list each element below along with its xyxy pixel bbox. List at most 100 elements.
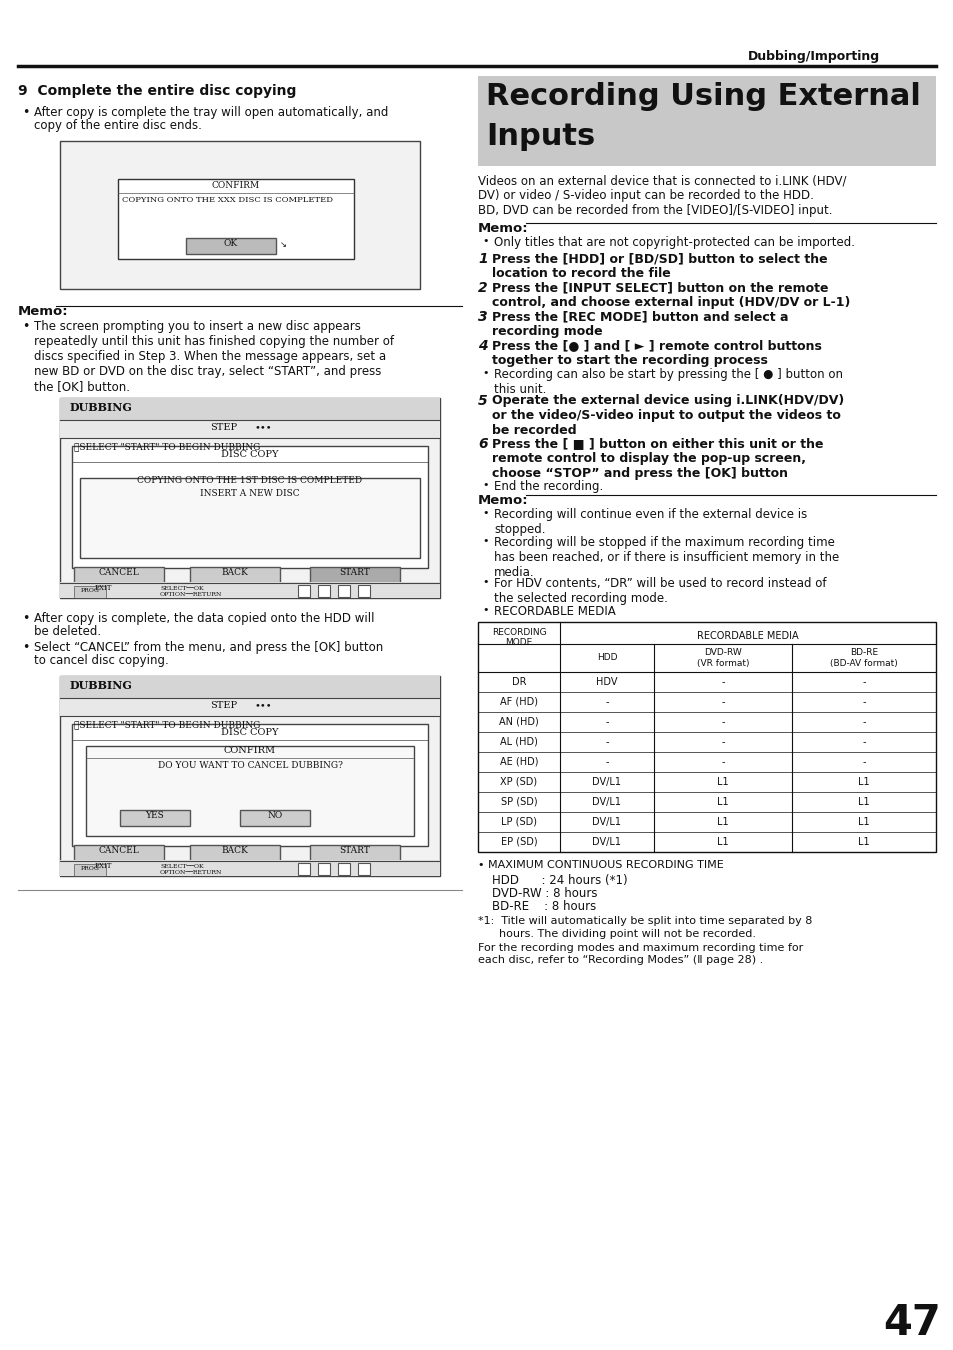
Text: EXIT: EXIT xyxy=(95,585,112,593)
Bar xyxy=(477,622,935,852)
Text: •: • xyxy=(481,369,488,378)
Bar xyxy=(60,582,439,598)
Text: Press the [● ] and [ ► ] remote control buttons
together to start the recording : Press the [● ] and [ ► ] remote control … xyxy=(492,339,821,367)
Text: •: • xyxy=(22,320,30,333)
Text: SELECT──OK: SELECT──OK xyxy=(160,864,203,869)
Text: -: - xyxy=(604,697,608,707)
Text: DISC COPY: DISC COPY xyxy=(221,728,278,737)
Bar xyxy=(60,860,439,876)
Text: 47: 47 xyxy=(882,1301,940,1345)
Text: *1:  Title will automatically be split into time separated by 8: *1: Title will automatically be split in… xyxy=(477,917,812,926)
Text: •: • xyxy=(481,576,488,587)
Text: RECORDABLE MEDIA: RECORDABLE MEDIA xyxy=(494,605,615,618)
Text: Recording will be stopped if the maximum recording time
has been reached, or if : Recording will be stopped if the maximum… xyxy=(494,536,839,579)
Text: For HDV contents, “DR” will be used to record instead of
the selected recording : For HDV contents, “DR” will be used to r… xyxy=(494,576,825,605)
Text: NO: NO xyxy=(267,811,282,819)
Text: DR: DR xyxy=(511,676,526,687)
Text: CONFIRM: CONFIRM xyxy=(224,747,275,755)
Text: Dubbing/Importing: Dubbing/Importing xyxy=(747,50,879,63)
Bar xyxy=(186,238,275,254)
Text: DUBBING: DUBBING xyxy=(70,402,132,413)
Text: Recording Using External: Recording Using External xyxy=(485,82,920,111)
Text: Memo:: Memo: xyxy=(477,494,528,508)
Text: EXIT: EXIT xyxy=(95,863,112,869)
Text: L1: L1 xyxy=(717,796,728,807)
Text: Recording can also be start by pressing the [ ● ] button on
this unit.: Recording can also be start by pressing … xyxy=(494,369,842,396)
Text: ★SELECT "START" TO BEGIN DUBBING: ★SELECT "START" TO BEGIN DUBBING xyxy=(74,720,260,729)
Text: STEP: STEP xyxy=(210,701,237,710)
Text: -: - xyxy=(862,676,864,687)
Text: copy of the entire disc ends.: copy of the entire disc ends. xyxy=(34,119,202,132)
Bar xyxy=(60,140,419,289)
Text: Select “CANCEL” from the menu, and press the [OK] button: Select “CANCEL” from the menu, and press… xyxy=(34,641,383,653)
Text: After copy is complete, the data copied onto the HDD will: After copy is complete, the data copied … xyxy=(34,612,375,625)
Text: -: - xyxy=(604,757,608,767)
Text: CANCEL: CANCEL xyxy=(98,568,139,576)
Bar xyxy=(337,585,350,597)
Bar xyxy=(190,567,280,583)
Text: The screen prompting you to insert a new disc appears
repeatedly until this unit: The screen prompting you to insert a new… xyxy=(34,320,394,393)
Text: COPYING ONTO THE XXX DISC IS COMPLETED: COPYING ONTO THE XXX DISC IS COMPLETED xyxy=(122,196,333,204)
Bar xyxy=(310,567,399,583)
Text: -: - xyxy=(604,737,608,747)
Text: Press the [HDD] or [BD/SD] button to select the
location to record the file: Press the [HDD] or [BD/SD] button to sel… xyxy=(492,252,827,279)
Text: CANCEL: CANCEL xyxy=(98,846,139,855)
Text: DV/L1: DV/L1 xyxy=(592,778,620,787)
Text: Inputs: Inputs xyxy=(485,122,595,151)
Text: •••: ••• xyxy=(254,423,273,432)
Bar xyxy=(240,810,310,826)
Bar xyxy=(297,585,310,597)
Text: INSERT A NEW DISC: INSERT A NEW DISC xyxy=(200,489,299,498)
Text: -: - xyxy=(604,717,608,728)
Text: DUBBING: DUBBING xyxy=(70,680,132,691)
Text: HDD: HDD xyxy=(597,653,617,663)
Text: 4: 4 xyxy=(477,339,487,352)
Bar xyxy=(71,724,428,846)
Text: -: - xyxy=(862,697,864,707)
Text: L1: L1 xyxy=(858,778,869,787)
Text: DVD-RW : 8 hours: DVD-RW : 8 hours xyxy=(492,887,597,900)
Text: Videos on an external device that is connected to i.LINK (HDV/
DV) or video / S-: Videos on an external device that is con… xyxy=(477,174,845,217)
Text: •: • xyxy=(481,605,488,616)
Text: •: • xyxy=(481,481,488,490)
Text: Memo:: Memo: xyxy=(477,221,528,235)
Text: 6: 6 xyxy=(477,437,487,451)
Text: •: • xyxy=(481,536,488,545)
Text: •••: ••• xyxy=(254,701,273,710)
Bar xyxy=(190,845,280,861)
Text: HDD      : 24 hours (*1): HDD : 24 hours (*1) xyxy=(492,873,627,887)
Bar xyxy=(74,567,164,583)
Text: DO YOU WANT TO CANCEL DUBBING?: DO YOU WANT TO CANCEL DUBBING? xyxy=(157,761,342,770)
Text: to cancel disc copying.: to cancel disc copying. xyxy=(34,653,169,667)
Text: •: • xyxy=(22,612,30,625)
Text: -: - xyxy=(862,757,864,767)
Text: STEP: STEP xyxy=(210,423,237,432)
Text: 2: 2 xyxy=(477,281,487,296)
Text: •: • xyxy=(481,236,488,246)
Text: AE (HD): AE (HD) xyxy=(499,757,537,767)
Text: After copy is complete the tray will open automatically, and: After copy is complete the tray will ope… xyxy=(34,107,388,119)
Bar xyxy=(74,845,164,861)
Text: Press the [INPUT SELECT] button on the remote
control, and choose external input: Press the [INPUT SELECT] button on the r… xyxy=(492,281,849,309)
Bar xyxy=(118,180,354,259)
Text: hours. The dividing point will not be recorded.: hours. The dividing point will not be re… xyxy=(477,929,755,940)
Bar xyxy=(357,863,370,875)
Text: DV/L1: DV/L1 xyxy=(592,817,620,828)
Bar xyxy=(310,845,399,861)
Bar xyxy=(477,76,935,166)
Text: •: • xyxy=(22,641,30,653)
Text: RECORDABLE MEDIA: RECORDABLE MEDIA xyxy=(697,630,798,641)
Bar xyxy=(297,863,310,875)
Bar xyxy=(80,478,419,558)
Text: L1: L1 xyxy=(858,817,869,828)
Text: DV/L1: DV/L1 xyxy=(592,837,620,846)
Text: BD-RE
(BD-AV format): BD-RE (BD-AV format) xyxy=(829,648,897,668)
Text: SELECT──OK: SELECT──OK xyxy=(160,586,203,591)
Text: 1: 1 xyxy=(477,252,487,266)
Text: AN (HD): AN (HD) xyxy=(498,717,538,728)
Bar xyxy=(60,676,439,876)
Text: LP (SD): LP (SD) xyxy=(500,817,537,828)
Text: START: START xyxy=(339,568,370,576)
Text: 9  Complete the entire disc copying: 9 Complete the entire disc copying xyxy=(18,84,296,99)
Text: OPTION──RETURN: OPTION──RETURN xyxy=(160,869,222,875)
